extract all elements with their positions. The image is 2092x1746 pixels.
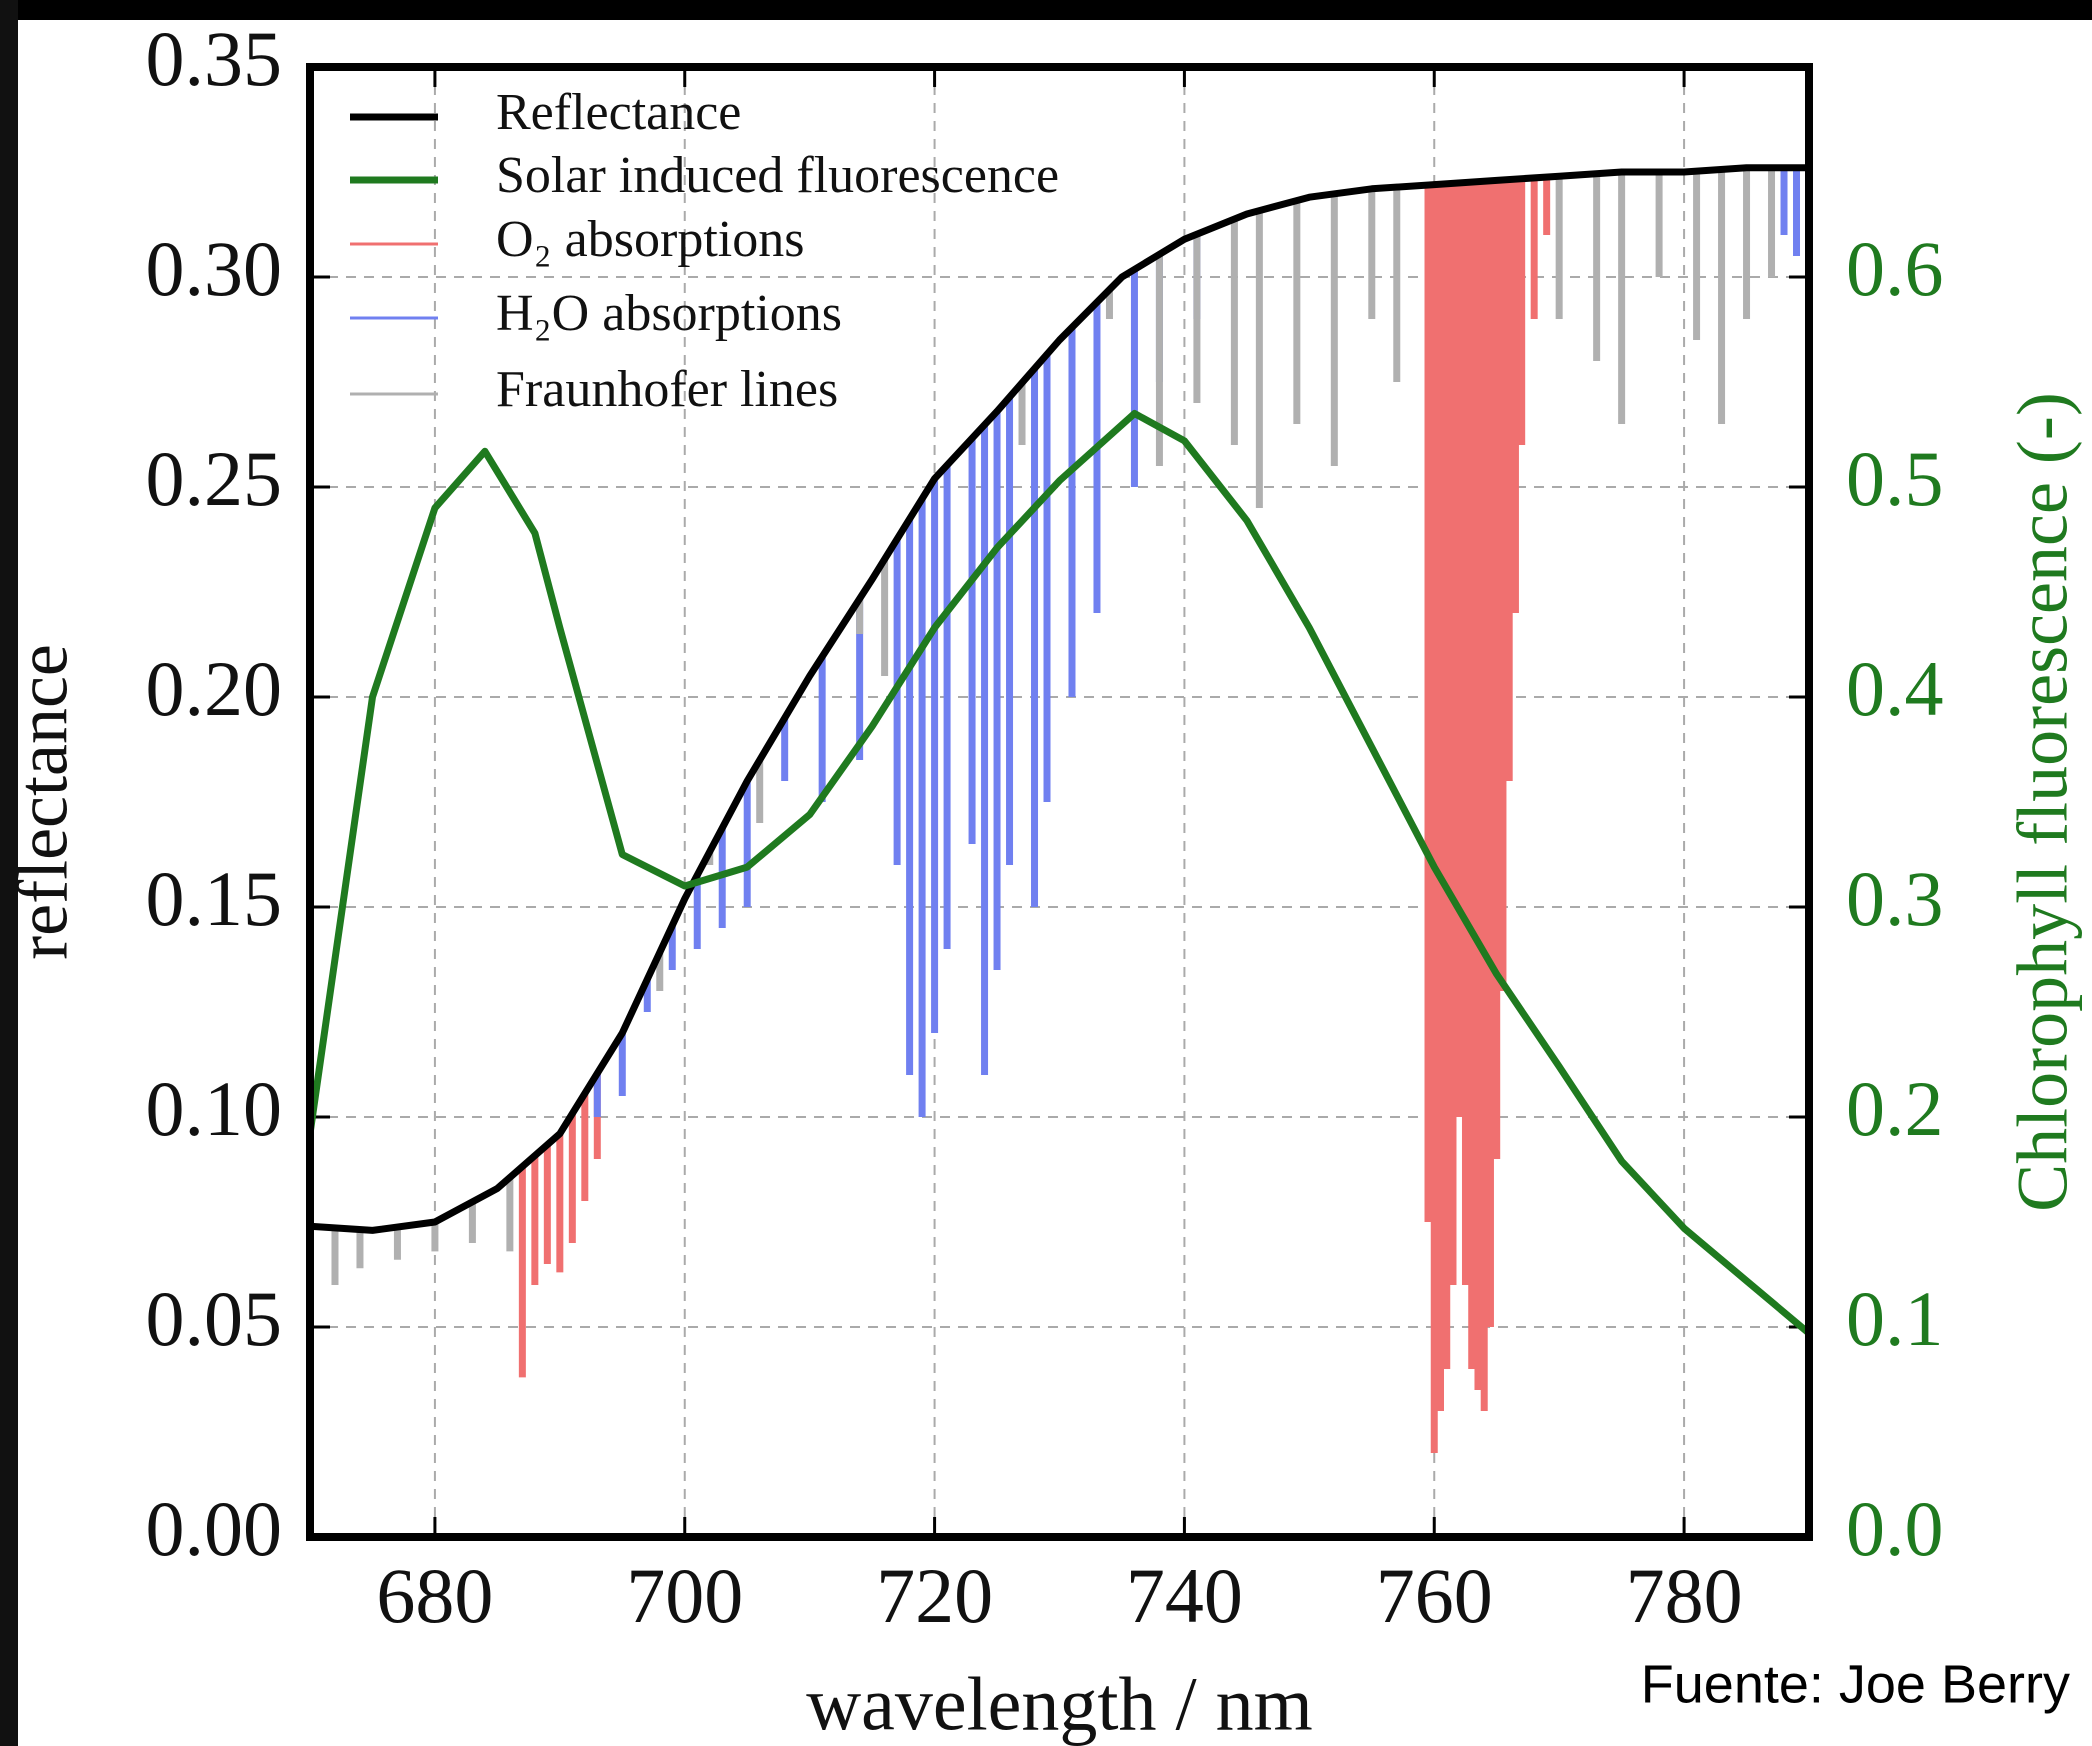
top-border <box>0 0 2092 20</box>
y-tick-label: 0.00 <box>146 1485 283 1572</box>
source-note: Fuente: Joe Berry <box>1641 1654 2070 1714</box>
x-tick-label: 680 <box>376 1552 493 1639</box>
x-tick-label: 740 <box>1126 1552 1243 1639</box>
series-line <box>309 164 1809 1234</box>
legend-label: O₂ absorptions <box>496 211 804 268</box>
x-tick-label: 760 <box>1376 1552 1493 1639</box>
y-tick-label: 0.15 <box>146 855 283 942</box>
x-tick-label: 780 <box>1626 1552 1743 1639</box>
y2-tick-label: 0.4 <box>1846 645 1944 732</box>
x-axis-label: wavelength / nm <box>806 1662 1313 1746</box>
y2-tick-label: 0.2 <box>1846 1065 1944 1152</box>
y2-tick-label: 0.3 <box>1846 855 1944 942</box>
y-tick-label: 0.25 <box>146 435 283 522</box>
y2-tick-label: 0.0 <box>1846 1485 1944 1572</box>
y-axis-label: reflectance <box>3 644 83 960</box>
y-tick-label: 0.20 <box>146 645 283 732</box>
y-tick-label: 0.30 <box>146 225 283 312</box>
y-tick-label: 0.05 <box>146 1275 283 1362</box>
legend-label: H₂O absorptions <box>496 285 842 342</box>
y-tick-label: 0.35 <box>146 15 283 102</box>
plot-frame <box>306 63 1813 1541</box>
y2-axis-label: Chlorophyll fluorescence (-) <box>2003 392 2083 1212</box>
series-line <box>306 410 1812 1336</box>
legend-label: Solar induced fluorescence <box>496 147 1059 204</box>
legend-label: Fraunhofer lines <box>496 361 838 418</box>
y2-tick-label: 0.1 <box>1846 1275 1944 1362</box>
y-tick-label: 0.10 <box>146 1065 283 1152</box>
x-tick-label: 700 <box>626 1552 743 1639</box>
y2-tick-label: 0.5 <box>1846 435 1944 522</box>
y2-tick-label: 0.6 <box>1846 225 1944 312</box>
left-border <box>0 0 18 1746</box>
x-tick-label: 720 <box>876 1552 993 1639</box>
legend-label: Reflectance <box>496 84 741 141</box>
